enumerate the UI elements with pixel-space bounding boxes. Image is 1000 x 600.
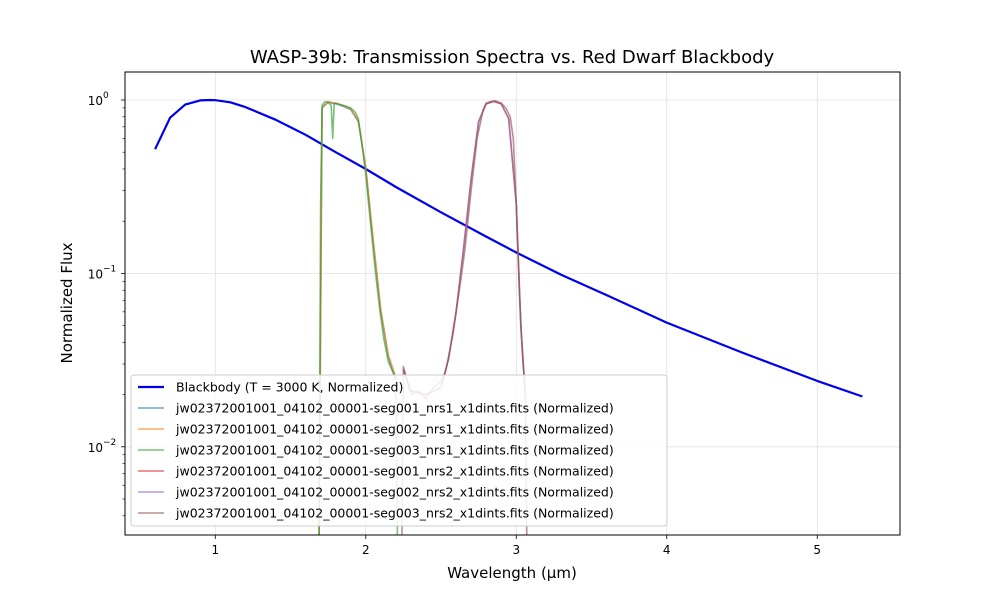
- y-axis-label: Normalized Flux: [58, 242, 76, 363]
- y-tick-base: 10: [88, 94, 103, 108]
- legend-box: [130, 374, 668, 527]
- legend-entry: Blackbody (T = 3000 K, Normalized): [176, 380, 403, 395]
- y-tick-exponent: 0: [103, 91, 109, 101]
- y-tick-label: 10 −1: [88, 264, 117, 281]
- blackbody-line: [154, 98, 863, 398]
- y-tick-base: 10: [88, 441, 103, 455]
- legend-entry: jw02372001001_04102_00001-seg003_nrs2_x1…: [175, 506, 614, 521]
- y-tick-label: 10 −2: [88, 438, 117, 455]
- legend-entry: jw02372001001_04102_00001-seg002_nrs1_x1…: [175, 422, 614, 437]
- x-tick-label: 5: [813, 543, 821, 557]
- y-tick-exponent: −2: [103, 438, 116, 448]
- legend-entry: jw02372001001_04102_00001-seg001_nrs1_x1…: [175, 401, 614, 416]
- y-tick-base: 10: [88, 267, 103, 281]
- legend-entry: jw02372001001_04102_00001-seg002_nrs2_x1…: [175, 485, 614, 500]
- x-tick-label: 1: [211, 543, 219, 557]
- chart-title: WASP-39b: Transmission Spectra vs. Red D…: [250, 47, 775, 68]
- grid: [125, 72, 900, 535]
- legend: Blackbody (T = 3000 K, Normalized) jw0237…: [130, 374, 668, 527]
- y-tick-label: 10 0: [88, 91, 109, 108]
- x-tick-label: 2: [362, 543, 370, 557]
- series-layer: [154, 98, 863, 535]
- x-tick-label: 3: [512, 543, 520, 557]
- legend-entry: jw02372001001_04102_00001-seg003_nrs1_x1…: [175, 443, 614, 458]
- y-tick-exponent: −1: [103, 264, 116, 274]
- x-axis-label: Wavelength (µm): [447, 564, 577, 582]
- legend-entry: jw02372001001_04102_00001-seg001_nrs2_x1…: [175, 464, 614, 479]
- spectrum-line-3: [318, 100, 399, 535]
- plot-frame: [124, 71, 901, 536]
- x-tick-label: 4: [663, 543, 671, 557]
